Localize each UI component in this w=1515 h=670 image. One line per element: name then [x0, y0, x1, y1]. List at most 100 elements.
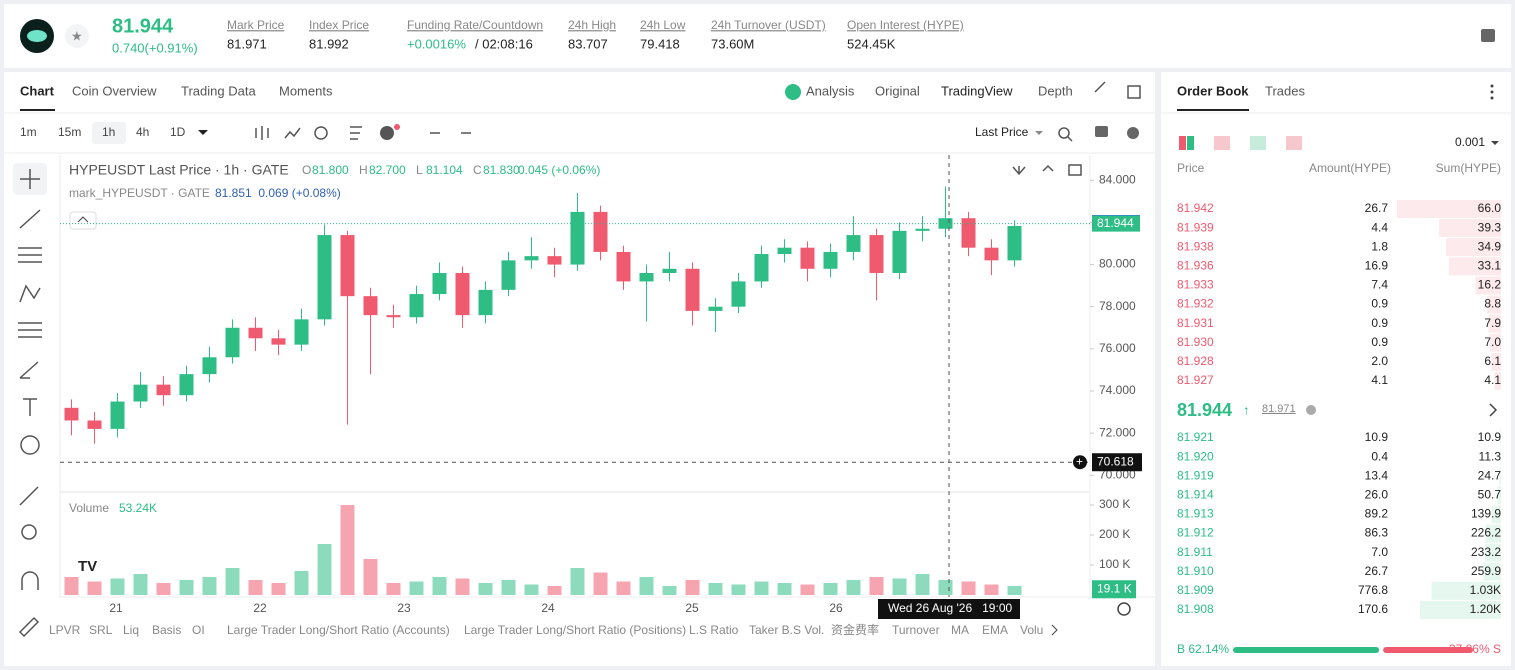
collapse-button[interactable]: [69, 211, 97, 230]
scroll-right[interactable]: [1051, 624, 1058, 636]
ob-price: 81.909: [1177, 583, 1214, 597]
tab[interactable]: Chart: [20, 83, 55, 98]
ob-tab[interactable]: Trades: [1265, 83, 1305, 98]
dropdown-arrow[interactable]: [1491, 141, 1499, 145]
replay-icon[interactable]: [314, 126, 328, 140]
candle-body: [409, 294, 424, 318]
reset-icon[interactable]: [1117, 602, 1131, 616]
tab[interactable]: Coin Overview: [72, 83, 157, 98]
grid-icon[interactable]: [1286, 136, 1302, 150]
volume-bar: [754, 581, 769, 595]
camera-icon[interactable]: [1095, 126, 1108, 137]
channel-tool[interactable]: [18, 247, 42, 263]
indicator-tab[interactable]: Basis: [152, 623, 181, 637]
indicator-tab[interactable]: Large Trader Long/Short Ratio (Positions…: [464, 623, 686, 637]
candle-body: [777, 247, 792, 255]
mark-values: 81.851 0.069 (+0.08%): [215, 186, 341, 200]
depth-bar: [1431, 581, 1501, 600]
layout-icons[interactable]: [1179, 136, 1302, 150]
chart-panel: [4, 72, 1155, 666]
chart-controls[interactable]: [1012, 164, 1082, 176]
ob-amount: 0.9: [1371, 316, 1388, 330]
interval[interactable]: 1m: [20, 125, 37, 139]
ob-price: 81.908: [1177, 602, 1214, 616]
ohlc-value: 82.700: [369, 163, 406, 177]
magnet-tool[interactable]: [21, 571, 39, 590]
ruler-tool[interactable]: [19, 486, 39, 506]
line-tool[interactable]: [19, 209, 41, 229]
toolbar-icons[interactable]: [255, 126, 471, 140]
expand-arrow[interactable]: [1489, 403, 1498, 417]
price-source[interactable]: Last Price: [975, 125, 1029, 139]
interval[interactable]: 1D: [170, 125, 186, 139]
gear-icon[interactable]: [1127, 127, 1139, 139]
precision[interactable]: 0.001: [1455, 135, 1485, 149]
menu-dot[interactable]: [1490, 84, 1494, 88]
indicator-tab[interactable]: Taker B.S Vol.: [749, 623, 824, 637]
both-icon[interactable]: [1179, 136, 1186, 150]
window-icons[interactable]: [1094, 81, 1141, 99]
add-indicator[interactable]: [380, 126, 394, 140]
volume-title: Volume: [69, 501, 109, 515]
indicator-tab[interactable]: L.S Ratio: [689, 623, 739, 637]
dropdown-arrow[interactable]: [1035, 131, 1043, 135]
tab[interactable]: Trading Data: [181, 83, 256, 98]
pattern-tool[interactable]: [19, 284, 41, 303]
star[interactable]: ★: [71, 28, 83, 43]
pencil-tool[interactable]: [18, 616, 40, 638]
text-tool[interactable]: [23, 398, 37, 416]
volume-bar: [869, 577, 884, 595]
bids-icon[interactable]: [1250, 136, 1266, 150]
indicator-tab[interactable]: 资金费率: [831, 622, 879, 637]
volume-bar: [524, 584, 539, 595]
search-icon[interactable]: [1058, 127, 1073, 142]
crosshair-tool[interactable]: [20, 169, 40, 189]
ob-amount: 26.0: [1365, 487, 1389, 501]
interval[interactable]: 1h: [102, 125, 115, 139]
mid-price: 81.944: [1177, 400, 1232, 420]
indicator-tab[interactable]: SRL: [89, 623, 113, 637]
volume-bar: [409, 581, 424, 595]
volume-bar: [64, 577, 79, 595]
interval[interactable]: 4h: [136, 125, 149, 139]
view-tab[interactable]: Depth: [1038, 83, 1073, 98]
view-tab[interactable]: TradingView: [941, 83, 1013, 98]
settings-icon[interactable]: [1481, 29, 1495, 42]
legend-title: HYPEUSDT Last Price · 1h · GATE: [69, 162, 289, 178]
volume-bar: [317, 544, 332, 595]
zoom-tool[interactable]: [21, 524, 37, 540]
indicator-tab[interactable]: LPVR: [49, 623, 81, 637]
brush-tool[interactable]: [19, 361, 39, 379]
candle-body: [984, 247, 999, 261]
candle-body: [731, 281, 746, 307]
ob-amount: 0.9: [1371, 335, 1388, 349]
volume-bar: [202, 577, 217, 595]
ob-tab[interactable]: Order Book: [1177, 83, 1249, 98]
indicator-tab[interactable]: Turnover: [892, 623, 940, 637]
indicator-tab[interactable]: MA: [951, 623, 969, 637]
stat-label: 24h Turnover (USDT): [711, 18, 826, 32]
interval[interactable]: 15m: [58, 125, 81, 139]
asks-icon[interactable]: [1214, 136, 1230, 150]
add-alert[interactable]: [1073, 455, 1087, 470]
emoji-tool[interactable]: [20, 435, 40, 455]
tab[interactable]: Moments: [279, 83, 333, 98]
ob-amount: 89.2: [1365, 507, 1389, 521]
depth-bar: [1439, 219, 1501, 238]
dropdown-arrow[interactable]: [198, 130, 208, 135]
view-tab[interactable]: Original: [875, 83, 920, 98]
favorite[interactable]: [65, 24, 89, 48]
candle-body: [455, 272, 470, 316]
view-tab[interactable]: Analysis: [806, 83, 855, 98]
x-tick-label: 24: [541, 601, 555, 615]
v-tick-label: 200 K: [1099, 527, 1130, 541]
indicator-tab[interactable]: OI: [192, 623, 205, 637]
indicator-tab[interactable]: Large Trader Long/Short Ratio (Accounts): [227, 623, 450, 637]
ob-sum: 233.2: [1471, 545, 1501, 559]
fib-tool[interactable]: [18, 322, 42, 338]
indicator-tab[interactable]: EMA: [982, 623, 1008, 637]
ob-price: 81.927: [1177, 373, 1214, 387]
indicator-tab[interactable]: Volu: [1020, 623, 1043, 637]
indicator-tab[interactable]: Liq: [123, 623, 139, 637]
